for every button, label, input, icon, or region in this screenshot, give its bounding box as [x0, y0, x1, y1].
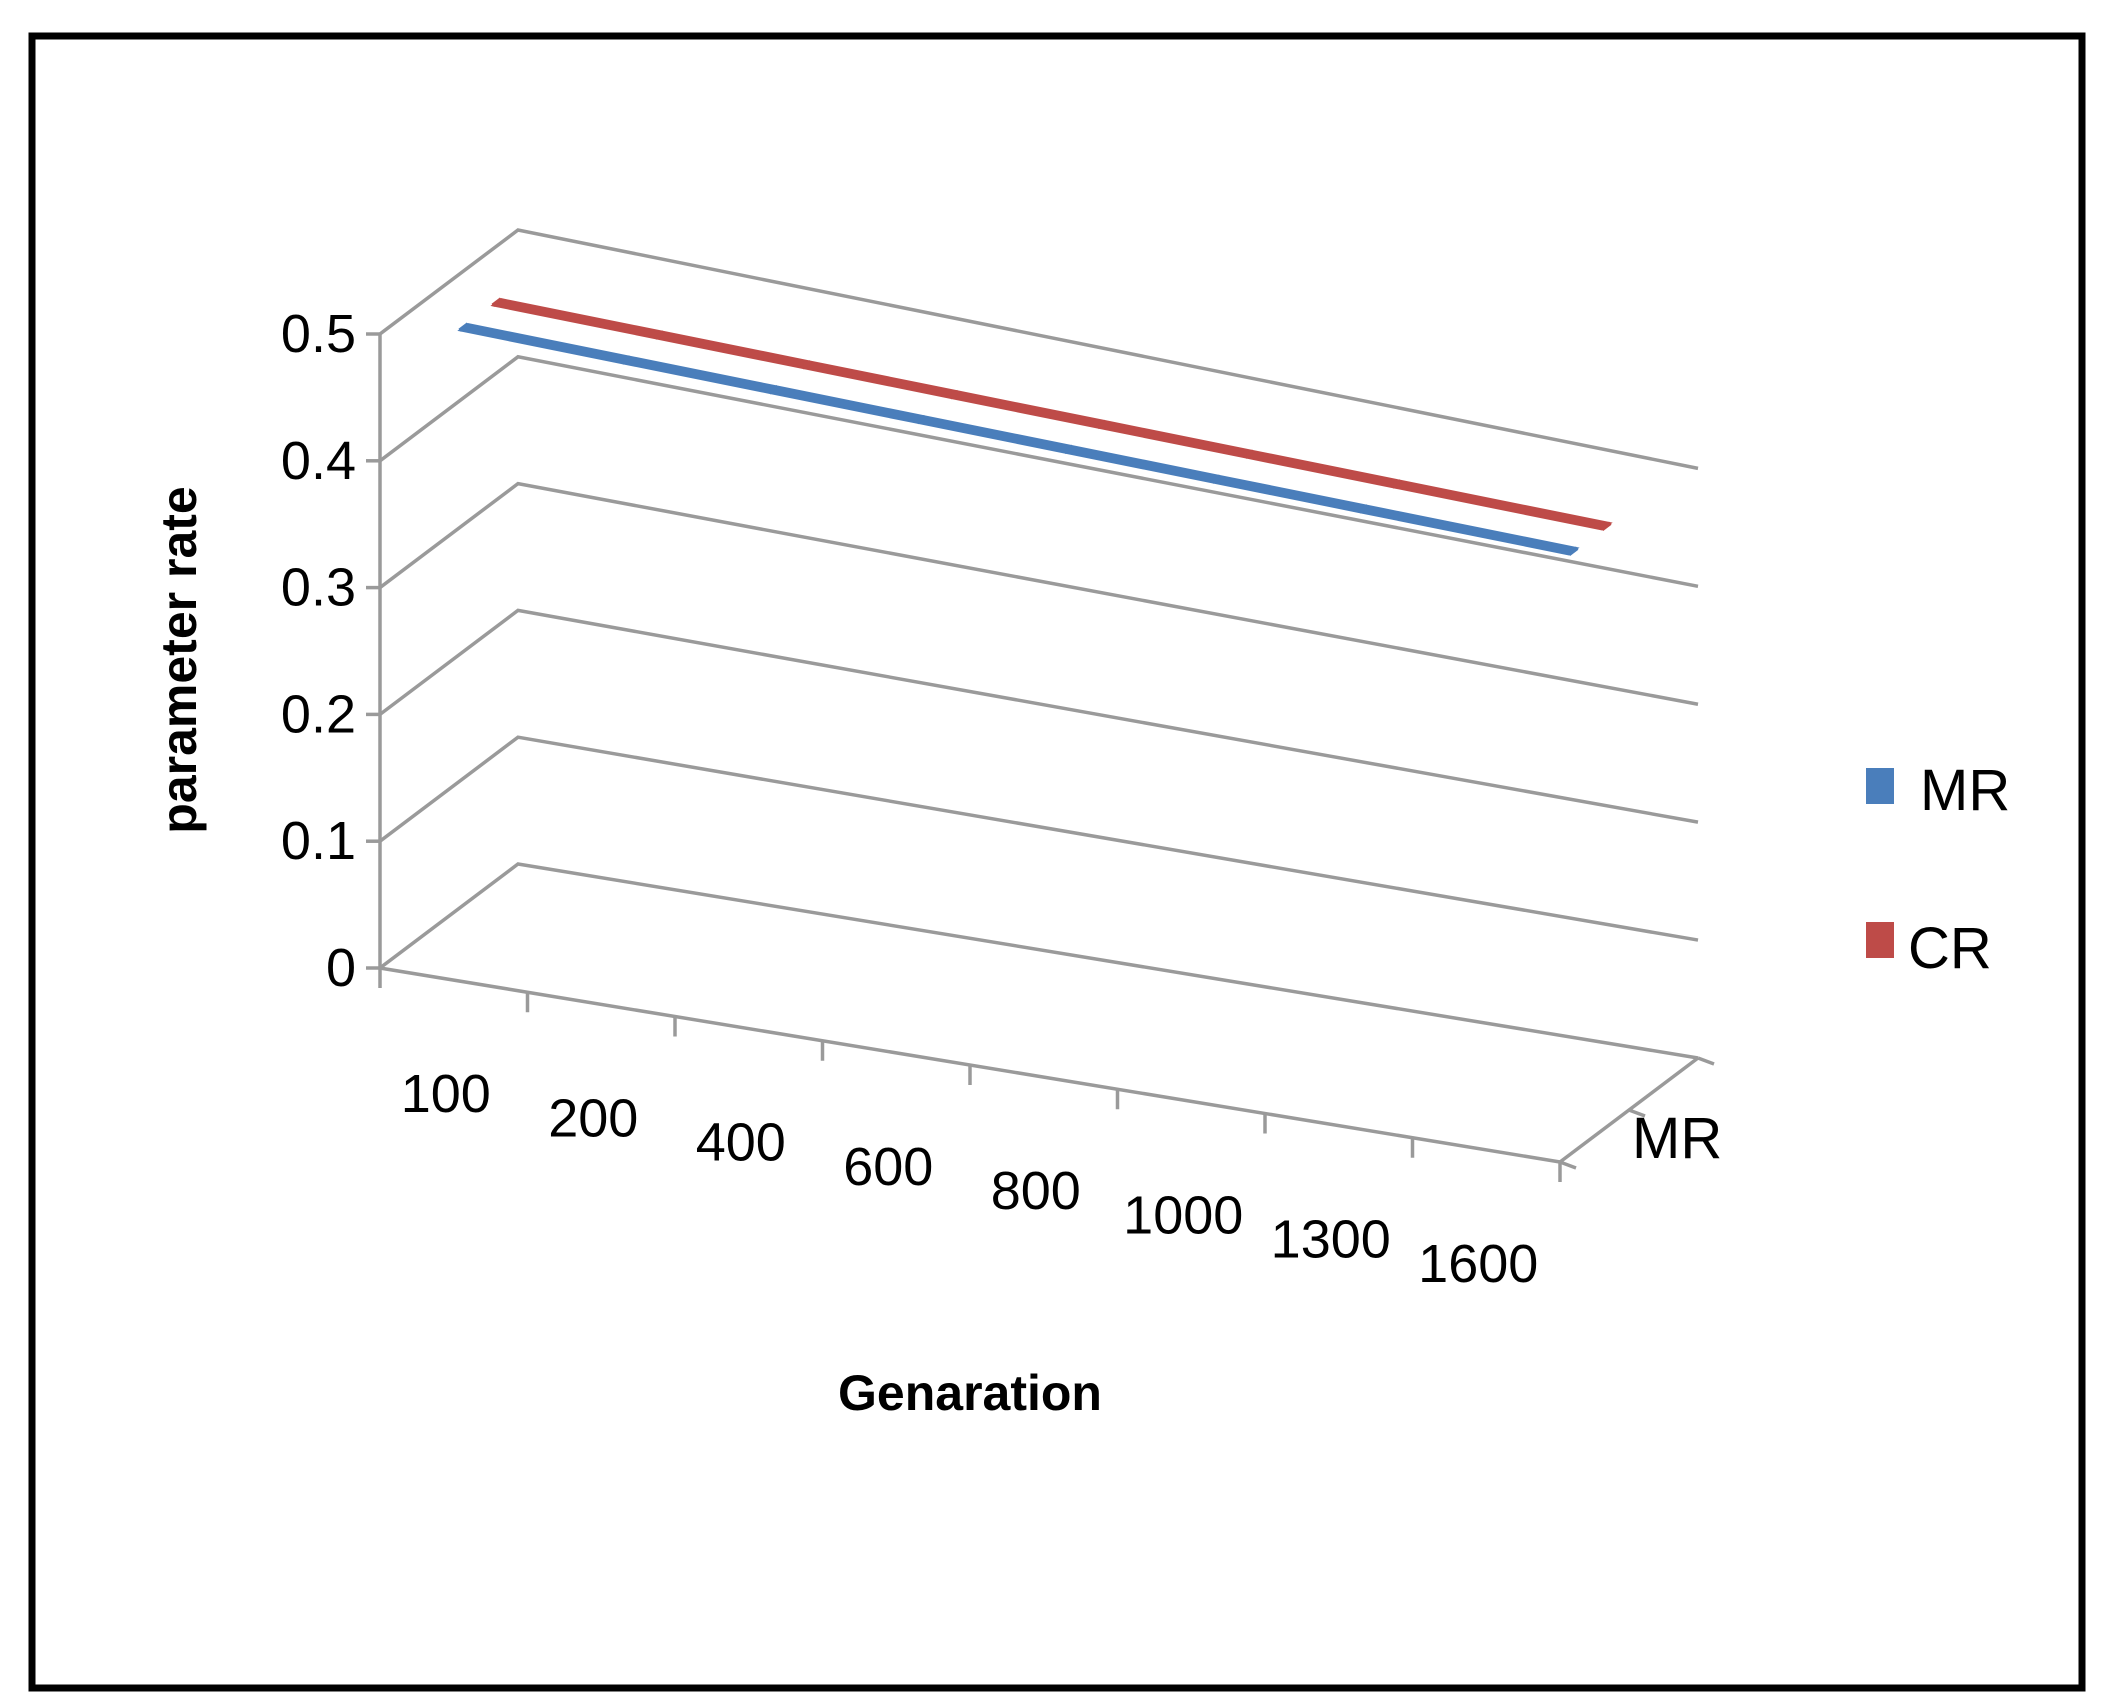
- depth-tick-mark-0: [1559, 1160, 1577, 1170]
- x-tick-label-1300: 1300: [1271, 1210, 1391, 1270]
- x-tick-label-1600: 1600: [1418, 1234, 1538, 1294]
- depth-tick-mark-1: [1628, 1108, 1646, 1118]
- chart-border: [28, 32, 2086, 1692]
- point-cr-400: [801, 360, 813, 370]
- x-tick-label-400: 400: [696, 1113, 786, 1173]
- axes: [366, 332, 1715, 1182]
- point-cr-1600: [1600, 521, 1612, 532]
- y-tick-label-0.2: 0.2: [281, 684, 356, 744]
- depth-tick-mark-2: [1697, 1056, 1715, 1066]
- gridline-0.4: [378, 354, 1699, 589]
- x-tick-label-1000: 1000: [1123, 1185, 1243, 1245]
- legend-swatch-mr: [1866, 768, 1894, 804]
- gridline-0.2: [378, 608, 1699, 824]
- y-tick-label-0.1: 0.1: [281, 811, 356, 871]
- point-cr-600: [948, 389, 960, 400]
- x-tick-label-200: 200: [548, 1088, 638, 1148]
- gridline-0.5: [378, 228, 1699, 471]
- gridline-0: [378, 862, 1699, 1060]
- point-cr-1300: [1391, 479, 1403, 489]
- point-mr-1000: [1210, 474, 1222, 484]
- series: [457, 297, 1613, 556]
- point-mr-200: [620, 355, 632, 365]
- point-mr-600: [915, 414, 927, 425]
- point-cr-1000: [1243, 449, 1255, 459]
- x-tick-label-800: 800: [991, 1161, 1081, 1221]
- legend-label-mr: MR: [1920, 758, 2010, 823]
- x-axis-title: Genaration: [838, 1365, 1102, 1421]
- y-tick-label-0.3: 0.3: [281, 558, 356, 618]
- y-axis-title: parameter rate: [151, 486, 207, 833]
- legend: MR CR: [1866, 758, 2010, 981]
- point-mr-800: [1063, 444, 1074, 455]
- legend-label-cr: CR: [1908, 916, 1992, 981]
- y-tick-label-0.5: 0.5: [281, 304, 356, 364]
- x-tick-labels: 100 200 400 600 800 1000 1300 1600: [401, 1064, 1539, 1294]
- point-mr-1600: [1567, 546, 1579, 556]
- depth-axis-label: MR: [1632, 1106, 1722, 1171]
- x-tick-label-100: 100: [401, 1064, 491, 1124]
- point-cr-800: [1096, 419, 1108, 430]
- point-mr-100: [458, 322, 470, 332]
- legend-swatch-cr: [1866, 922, 1894, 958]
- y-tick-labels: 0 0.1 0.2 0.3 0.4 0.5: [281, 304, 356, 998]
- point-mr-1300: [1358, 504, 1369, 514]
- point-cr-100: [491, 297, 503, 307]
- y-tick-label-0.4: 0.4: [281, 431, 356, 491]
- x-tick-label-600: 600: [843, 1137, 933, 1197]
- point-cr-200: [653, 330, 665, 340]
- gridline-0.3: [378, 481, 1699, 706]
- gridline-0.1: [378, 735, 1699, 942]
- y-tick-label-0: 0: [326, 938, 356, 998]
- point-mr-400: [768, 385, 779, 395]
- gridlines: [378, 228, 1699, 1060]
